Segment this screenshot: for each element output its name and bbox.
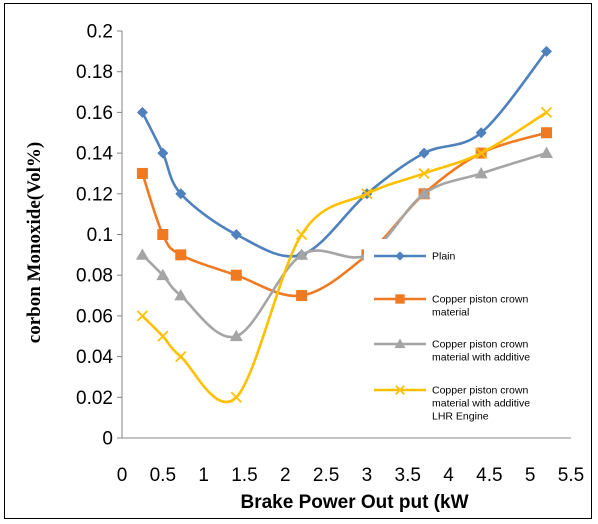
legend-label: Copper piston crown — [432, 385, 528, 397]
legend-swatch-marker — [395, 251, 405, 261]
series-2-point — [230, 269, 242, 281]
legend-swatch-marker — [395, 385, 405, 395]
series-1-point — [157, 147, 169, 159]
y-tick-label: 0.14 — [76, 144, 113, 165]
y-tick-label: 0 — [102, 429, 113, 450]
series-4-point — [230, 391, 242, 403]
y-tick-label: 0.12 — [76, 184, 113, 205]
x-tick-label: 3.5 — [395, 465, 421, 486]
series-4-point — [295, 228, 308, 241]
y-tick-label: 0.18 — [76, 62, 113, 83]
y-tick-labels: 0 0.02 0.04 0.06 0.08 0.1 0.12 0.14 0.16 0.18 0.2 — [76, 22, 122, 450]
series-1 — [136, 45, 553, 261]
series-1-point — [475, 127, 487, 139]
series-3-point — [156, 268, 170, 281]
x-tick-label: 1 — [198, 465, 209, 486]
series-2-point — [296, 290, 308, 302]
x-tick-label: 4 — [443, 465, 454, 486]
series-1-point — [175, 188, 187, 200]
series-3-point — [417, 187, 431, 199]
legend-entry-1: Plain — [374, 251, 456, 263]
series-1-point — [230, 229, 242, 240]
legend-label: Copper piston crown — [432, 294, 528, 306]
series-3-point — [135, 248, 149, 260]
legend-box — [364, 239, 548, 432]
legend-label: material with additive — [432, 398, 530, 410]
y-axis-label: corbon Monoxide(Vol%) — [24, 142, 45, 343]
series-4-point — [175, 350, 187, 363]
series-2-point — [136, 167, 148, 179]
x-tick-labels: 0 0.5 1 1.5 2 2.5 3 3.5 4 4.5 5 5.5 — [117, 465, 585, 486]
series-1-point — [136, 106, 148, 118]
y-tick-label: 0.1 — [87, 225, 113, 246]
x-axis-label: Brake Power Out put (kW — [240, 492, 468, 513]
legend-label: Plain — [432, 251, 456, 263]
series-3-point — [474, 166, 488, 179]
series-3-point — [540, 146, 554, 158]
series-1-point — [541, 45, 553, 57]
series-3-point — [295, 248, 309, 260]
x-tick-label: 5.5 — [558, 465, 584, 486]
series-4-point — [361, 188, 373, 200]
series-4-point — [157, 330, 169, 342]
y-tick-label: 0.16 — [76, 103, 113, 124]
x-tick-label: 2 — [280, 465, 291, 486]
y-tick-label: 0.06 — [76, 306, 113, 327]
series-4 — [136, 106, 553, 404]
y-tick-label: 0.08 — [76, 266, 113, 287]
x-tick-label: 1.5 — [231, 465, 257, 486]
x-tick-label: 3 — [362, 465, 373, 486]
legend-label: material — [432, 307, 469, 319]
series-4-point — [418, 167, 430, 180]
x-tick-label: 5 — [525, 465, 536, 486]
y-tick-label: 0.04 — [76, 347, 113, 368]
x-tick-label: 2.5 — [313, 465, 339, 486]
series-3-point — [174, 289, 188, 301]
legend-label: Copper piston crown — [432, 339, 528, 351]
series-2-point — [175, 249, 187, 261]
series-2-point — [157, 229, 169, 240]
y-tick-label: 0.2 — [87, 22, 113, 43]
series-3 — [135, 146, 554, 342]
series-2-point — [541, 127, 553, 139]
legend-label: material with additive — [432, 352, 530, 364]
x-tick-label: 0 — [117, 465, 128, 486]
x-tick-label: 4.5 — [476, 465, 502, 486]
legend-swatch-marker — [394, 338, 406, 349]
series-1-point — [418, 147, 430, 159]
x-tick-label: 0.5 — [150, 465, 176, 486]
legend-label: LHR Engine — [432, 411, 489, 423]
series-4-point — [475, 147, 487, 159]
series-4-line — [141, 111, 548, 404]
series-3-point — [229, 329, 243, 342]
legend-swatch-marker — [395, 294, 405, 304]
series-group — [135, 45, 554, 404]
y-tick-label: 0.02 — [76, 388, 113, 409]
series-4-point — [540, 106, 553, 119]
series-4-point — [136, 310, 149, 322]
